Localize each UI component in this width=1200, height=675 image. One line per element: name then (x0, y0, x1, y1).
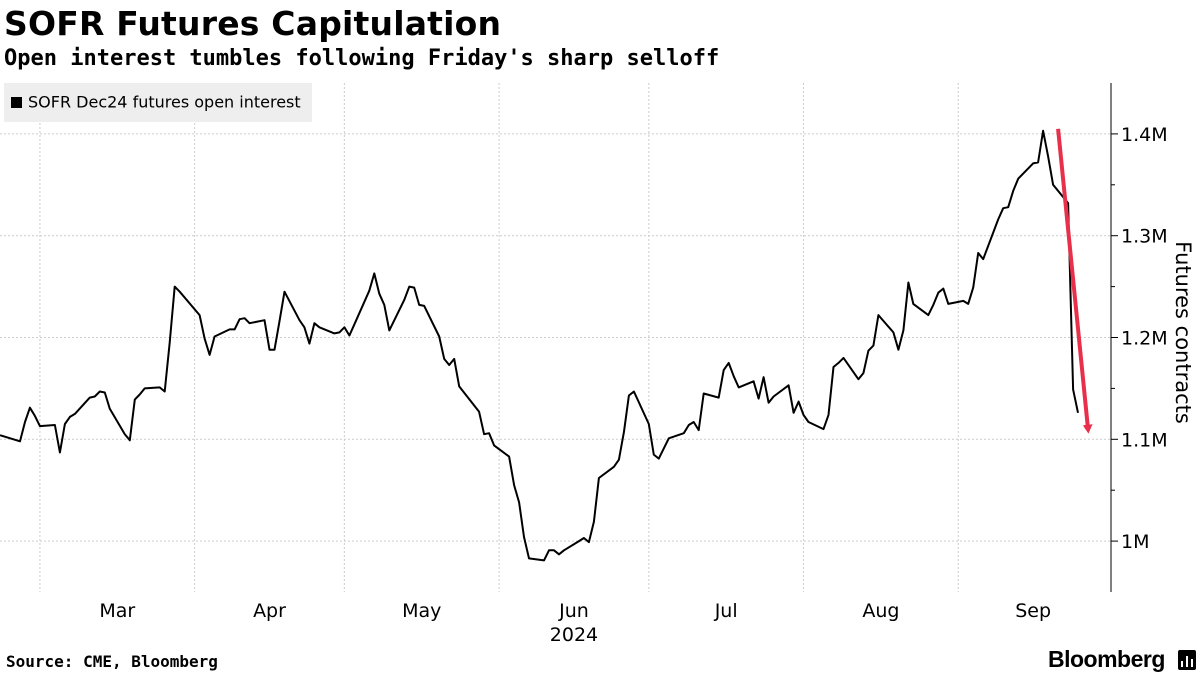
chart-title: SOFR Futures Capitulation (4, 4, 502, 43)
y-tick-label: 1.3M (1121, 226, 1168, 248)
legend-label: SOFR Dec24 futures open interest (28, 93, 301, 112)
source-note: Source: CME, Bloomberg (6, 652, 218, 671)
x-axis-year-label: 2024 (550, 624, 598, 646)
x-tick-label: Aug (862, 600, 899, 622)
series-line (0, 129, 1079, 562)
chart-subtitle: Open interest tumbles following Friday's… (4, 46, 720, 71)
y-tick-label: 1.2M (1121, 328, 1168, 350)
x-axis-ticks: Mar Apr May Jun Jul Aug Sep (99, 600, 1051, 622)
x-tick-label: Jun (558, 600, 589, 622)
x-tick-label: Mar (99, 600, 135, 622)
legend-background (4, 83, 312, 122)
legend: SOFR Dec24 futures open interest (4, 83, 312, 122)
x-tick-label: Jul (714, 600, 738, 622)
x-tick-label: May (402, 600, 441, 622)
bloomberg-chart-icon (1178, 650, 1196, 670)
legend-swatch (11, 97, 22, 108)
x-tick-label: Sep (1015, 600, 1051, 622)
x-gridlines (39, 83, 959, 592)
y-gridlines (0, 133, 1111, 542)
y-tick-label: 1M (1121, 531, 1149, 553)
y-tick-label: 1.4M (1121, 124, 1168, 146)
bloomberg-logo: Bloomberg (1048, 646, 1165, 672)
y-axis-ticks: 1M 1.1M 1.2M 1.3M 1.4M (1111, 124, 1168, 553)
y-axis-label: Futures contracts (1171, 241, 1195, 424)
decline-arrow (1056, 128, 1088, 429)
y-tick-label: 1.1M (1121, 429, 1168, 451)
x-tick-label: Apr (253, 600, 286, 622)
